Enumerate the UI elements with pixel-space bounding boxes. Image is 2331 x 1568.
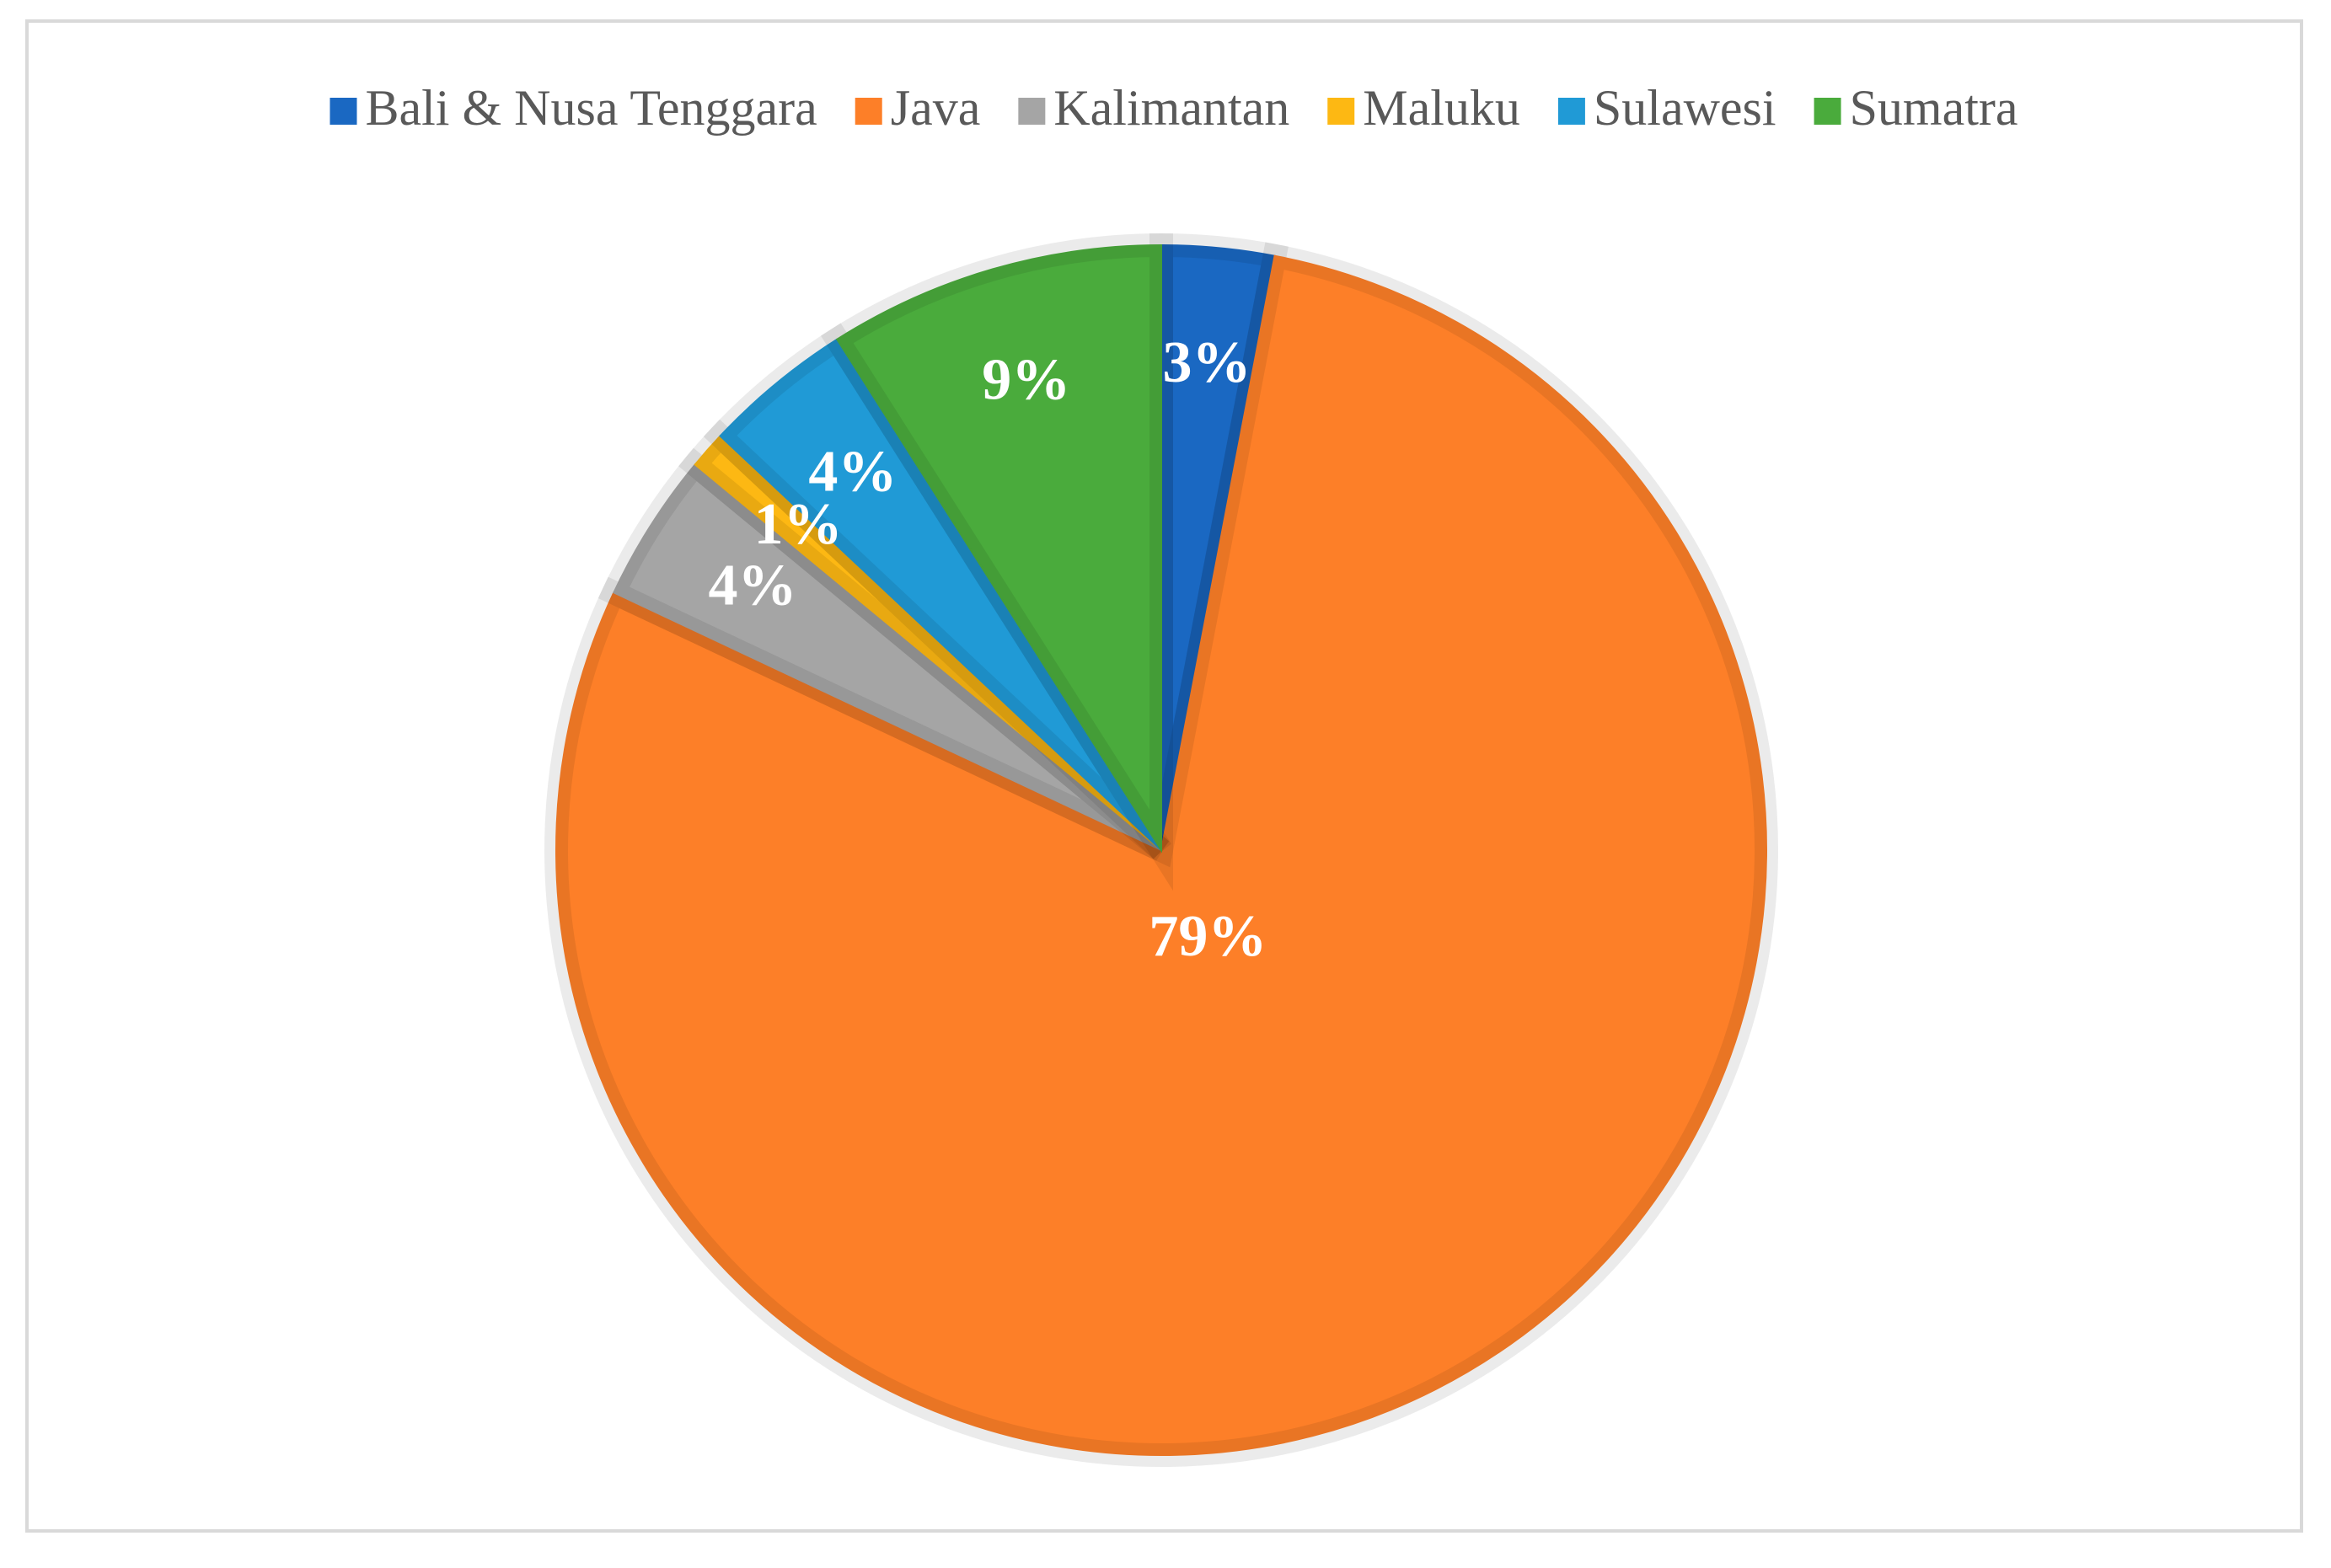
data-label: 3% — [1163, 330, 1251, 395]
pie-slice — [555, 254, 1767, 1456]
legend-label: Kalimantan — [1053, 80, 1289, 136]
pie-slice — [719, 338, 1162, 851]
slice-edge — [703, 323, 1171, 859]
legend-swatch — [1557, 98, 1585, 125]
legend-label: Maluku — [1363, 80, 1520, 136]
legend-swatch — [1327, 98, 1355, 125]
data-label: 1% — [754, 492, 843, 557]
data-label: 9% — [982, 347, 1070, 412]
pie-slice — [613, 463, 1162, 851]
data-label: 4% — [808, 439, 897, 504]
pie-slice — [835, 243, 1162, 854]
legend-label: Sulawesi — [1594, 80, 1776, 136]
data-label: 4% — [709, 553, 797, 618]
legend-swatch — [855, 98, 882, 125]
legend-label: Bali & Nusa Tenggara — [365, 80, 817, 136]
legend-swatch — [330, 98, 357, 125]
slice-edge — [820, 233, 1173, 891]
slice-edge — [597, 447, 1169, 861]
legend-label: Sumatra — [1850, 80, 2018, 136]
legend-swatch — [1018, 98, 1046, 125]
slice-edge — [544, 242, 1778, 1467]
legend-label: Java — [891, 80, 981, 136]
data-label: 79% — [1149, 904, 1267, 969]
legend-swatch — [1814, 98, 1841, 125]
